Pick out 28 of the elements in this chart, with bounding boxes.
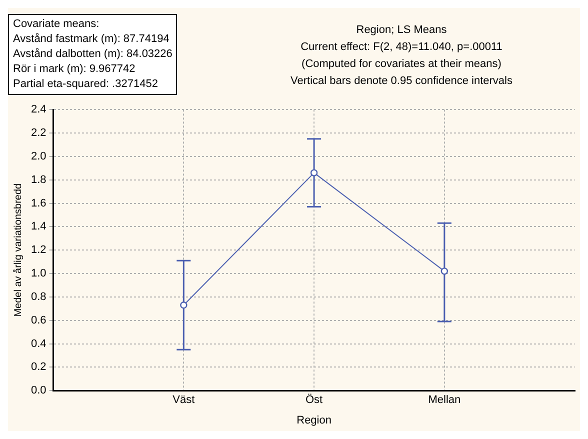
y-tick-label: 2.0 xyxy=(30,150,46,162)
chart-subtitle: Current effect: F(2, 48)=11.040, p=.00011 (Computed for covariates at their means) Vertical bars denote 0.95 confidence intervals xyxy=(290,40,514,89)
y-tick-label: 1.2 xyxy=(30,244,46,256)
chart-title: Region; LS Means xyxy=(355,23,448,38)
x-tick-label: Mellan xyxy=(428,394,461,406)
text: Rör i mark (m): 9.967742 xyxy=(13,62,136,77)
y-tick-label: 1.4 xyxy=(30,220,46,233)
x-axis-title: Region xyxy=(296,414,332,426)
y-tick-label: 1.8 xyxy=(30,174,46,186)
text: Avstånd fastmark (m): 87.74194 xyxy=(13,32,170,47)
y-tick-label: 0.2 xyxy=(30,361,46,374)
text: Covariate means: xyxy=(13,17,100,32)
y-tick-label: 1.6 xyxy=(30,197,46,210)
point xyxy=(180,302,188,309)
x-tick-label: Öst xyxy=(305,393,323,406)
y-tick-label: 0.8 xyxy=(30,290,46,303)
y-tick-label: 0.4 xyxy=(30,338,46,350)
y-tick-label: 2.4 xyxy=(30,104,46,116)
y-tick-label: 0.6 xyxy=(30,314,46,326)
point xyxy=(440,268,448,275)
y-tick-label: 0.0 xyxy=(30,384,46,397)
point xyxy=(310,169,318,176)
y-tick-label: 2.2 xyxy=(30,127,46,140)
y-axis-title: Medel av årlig variationsbredd xyxy=(12,183,24,317)
x-tick-label: Väst xyxy=(172,394,195,406)
y-tick-label: 1.0 xyxy=(30,268,46,280)
text: Partial eta-squared: .3271452 xyxy=(13,77,159,92)
text: Avstånd dalbotten (m): 84.03226 xyxy=(13,47,172,62)
